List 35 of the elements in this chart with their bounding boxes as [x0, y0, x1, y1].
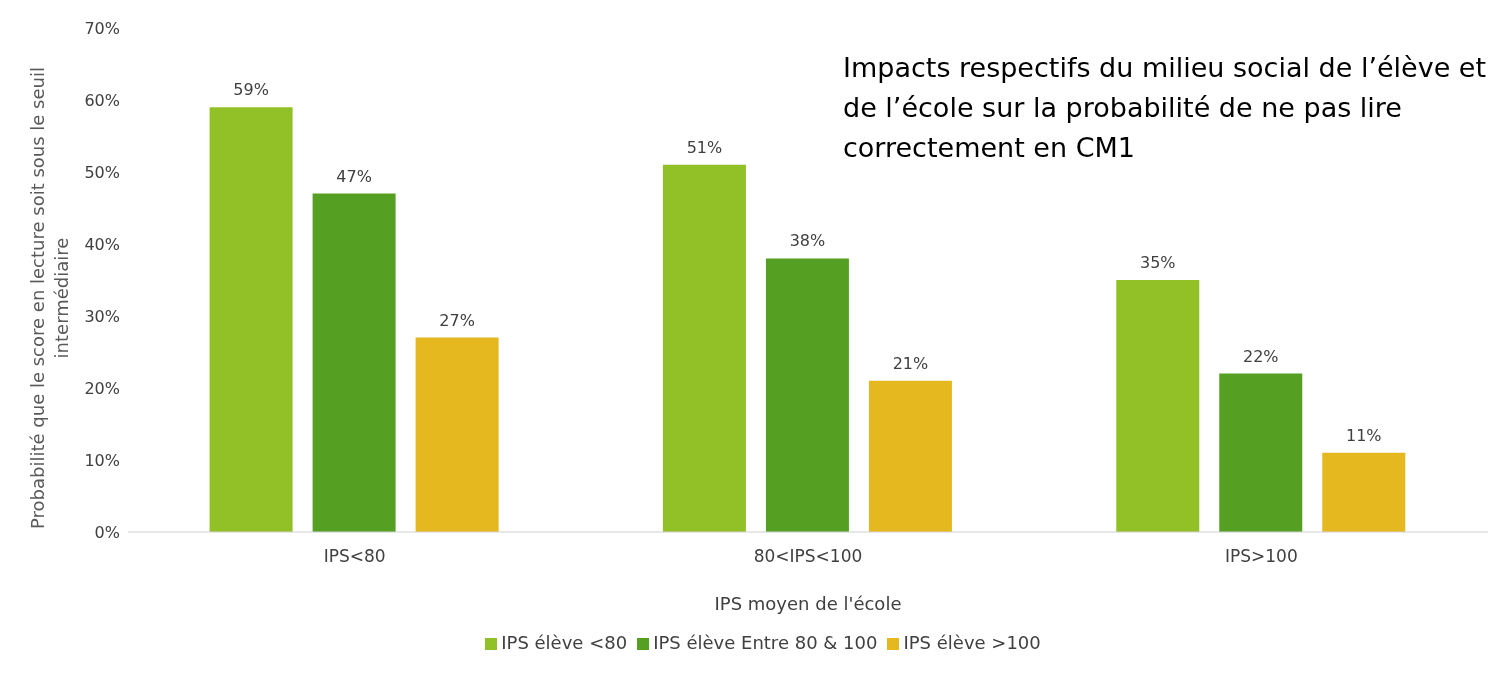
data-label: 22% — [1242, 346, 1279, 366]
y-tick-label: 10% — [84, 450, 120, 470]
bar — [765, 258, 849, 532]
y-tick-label: 30% — [84, 306, 120, 326]
bar — [662, 164, 746, 532]
legend-label: IPS élève >100 — [903, 632, 1041, 653]
bar — [1116, 280, 1200, 532]
data-label: 59% — [233, 80, 269, 100]
y-tick-label: 40% — [84, 234, 120, 254]
y-tick-label: 0% — [94, 522, 120, 542]
bar — [209, 107, 293, 532]
bar — [415, 337, 499, 532]
bar — [312, 193, 396, 532]
data-label: 21% — [892, 353, 929, 373]
y-tick-label: 70% — [84, 18, 120, 38]
legend-label: IPS élève Entre 80 & 100 — [653, 632, 878, 653]
x-tick-label: IPS<80 — [323, 546, 386, 567]
bar — [1322, 452, 1406, 532]
data-label: 27% — [439, 310, 475, 330]
y-tick-label: 50% — [84, 162, 120, 182]
y-tick-label: 60% — [84, 90, 120, 110]
bar — [1219, 373, 1303, 532]
text: Impacts respectifs du milieu social de l’élève et de l’école sur la probabilité de ne pas lire correctement en CM1 — [843, 51, 1488, 165]
bar — [868, 380, 952, 532]
data-label: 51% — [686, 137, 723, 157]
data-label: 11% — [1345, 425, 1382, 445]
data-label: 35% — [1139, 253, 1176, 272]
y-axis-title: Probabilité que le score en lecture soit sous le seuil intermédiaire — [27, 67, 72, 529]
y-tick-label: 20% — [84, 378, 120, 398]
x-axis-title: IPS moyen de l'école — [714, 593, 902, 614]
data-label: 38% — [789, 231, 826, 251]
legend-label: IPS élève <80 — [501, 632, 628, 653]
data-label: 47% — [336, 166, 372, 186]
x-tick-label: 80<IPS<100 — [753, 546, 863, 567]
x-tick-label: IPS>100 — [1224, 546, 1298, 567]
